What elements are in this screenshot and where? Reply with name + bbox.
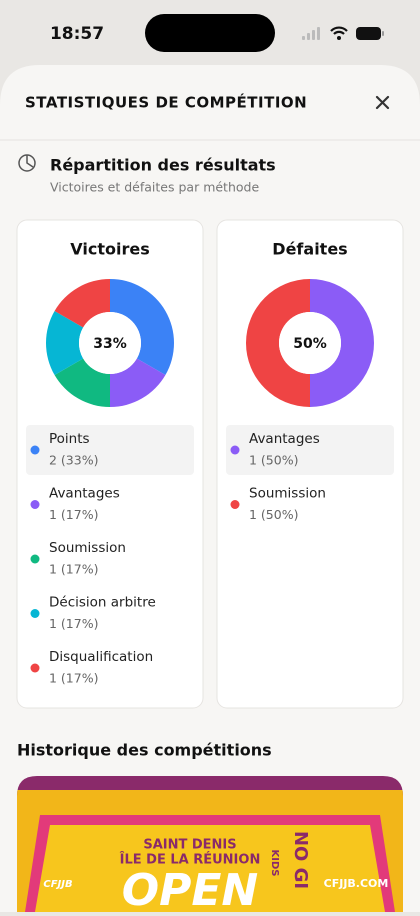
legend-dot <box>230 445 240 455</box>
card-title: Victoires <box>70 240 149 259</box>
donut-segment <box>46 311 84 375</box>
banner-nogi: NO GI <box>290 831 311 889</box>
section-title: Répartition des résultats <box>50 156 276 175</box>
dynamic-island <box>145 14 275 52</box>
donut-center-label: 50% <box>293 336 327 352</box>
legend-dot <box>230 500 240 509</box>
legend-label: Décision arbitre <box>49 595 156 611</box>
banner-brand: CFJJB <box>43 879 72 890</box>
status-time: 18:57 <box>50 24 104 44</box>
donut-hole <box>279 312 341 374</box>
legend-highlight <box>226 425 394 475</box>
legend-value: 2 (33%) <box>49 453 98 468</box>
legend-label: Points <box>49 431 90 447</box>
legend-dot <box>30 609 40 618</box>
donut-center-label: 33% <box>93 336 127 352</box>
banner-site: CFJJB.COM <box>324 877 389 890</box>
battery-icon <box>356 27 381 40</box>
signal-icon <box>302 27 320 40</box>
legend-value: 1 (17%) <box>49 671 98 686</box>
legend-value: 1 (50%) <box>249 507 298 522</box>
legend-highlight <box>26 425 194 475</box>
card-title: Défaites <box>272 240 347 259</box>
wifi-icon <box>330 26 348 35</box>
legend-label: Avantages <box>49 486 120 502</box>
legend-dot <box>30 554 40 564</box>
banner-region: ÎLE DE LA RÉUNION <box>120 852 261 868</box>
legend-value: 1 (17%) <box>49 507 98 522</box>
wifi-dot <box>337 36 341 40</box>
legend-dot <box>30 663 40 673</box>
section-subtitle: Victoires et défaites par méthode <box>50 180 259 195</box>
legend-label: Soumission <box>249 486 326 502</box>
banner-event: OPEN <box>122 865 259 912</box>
legend-value: 1 (17%) <box>49 616 98 631</box>
battery-tip <box>382 31 384 36</box>
legend-label: Soumission <box>49 540 126 556</box>
legend-label: Disqualification <box>49 649 153 665</box>
banner-panel <box>35 825 385 912</box>
donut-segment <box>54 279 110 328</box>
legend-value: 1 (50%) <box>249 453 298 468</box>
sheet-title: STATISTIQUES DE COMPÉTITION <box>25 93 307 112</box>
pie-icon-hand <box>26 155 34 168</box>
donut-segment <box>110 358 166 407</box>
legend-label: Avantages <box>249 431 320 447</box>
donut-segment <box>310 279 374 407</box>
donut-segment <box>110 279 174 375</box>
close-button[interactable] <box>375 95 390 110</box>
banner-kids: KIDS <box>269 850 280 877</box>
donut-segment <box>246 279 310 407</box>
legend-dot <box>30 500 40 509</box>
banner-city: SAINT DENIS <box>143 838 236 853</box>
competition-banner[interactable]: SAINT DENIS ÎLE DE LA RÉUNION OPEN KIDS … <box>17 776 403 916</box>
donut-hole <box>79 312 141 374</box>
legend-value: 1 (17%) <box>49 562 98 577</box>
donut-segment <box>54 358 110 407</box>
history-title: Historique des compétitions <box>17 741 272 760</box>
legend-dot <box>30 445 40 455</box>
